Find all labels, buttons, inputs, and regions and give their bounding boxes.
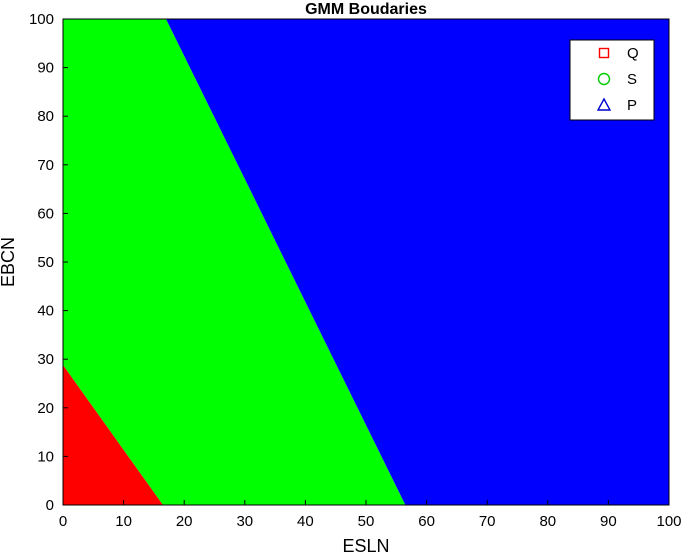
y-tick-label: 0 bbox=[46, 497, 54, 514]
y-tick-label: 30 bbox=[37, 351, 54, 368]
x-axis-label: ESLN bbox=[342, 536, 389, 556]
y-axis-label: EBCN bbox=[0, 237, 18, 287]
x-tick-label: 80 bbox=[539, 513, 556, 530]
legend-marker-circle bbox=[597, 72, 611, 86]
legend-marker-square bbox=[598, 47, 610, 59]
y-tick-label: 90 bbox=[37, 60, 54, 77]
x-tick-label: 100 bbox=[656, 513, 681, 530]
x-tick-label: 30 bbox=[236, 513, 253, 530]
legend-label: S bbox=[627, 71, 637, 88]
y-tick-label: 70 bbox=[37, 157, 54, 174]
y-tick-label: 50 bbox=[37, 254, 54, 271]
legend-box bbox=[569, 39, 655, 121]
x-tick-label: 20 bbox=[176, 513, 193, 530]
y-tick-label: 40 bbox=[37, 303, 54, 320]
x-tick-label: 0 bbox=[59, 513, 67, 530]
x-tick-label: 90 bbox=[600, 513, 617, 530]
x-tick-label: 70 bbox=[479, 513, 496, 530]
legend: QSP bbox=[569, 39, 655, 121]
region-p bbox=[166, 19, 669, 505]
y-tick-label: 20 bbox=[37, 400, 54, 417]
region-layer bbox=[63, 19, 669, 505]
legend-label: Q bbox=[627, 45, 639, 62]
y-tick-label: 80 bbox=[37, 108, 54, 125]
x-tick-label: 50 bbox=[358, 513, 375, 530]
x-tick-label: 10 bbox=[115, 513, 132, 530]
y-tick-label: 10 bbox=[37, 448, 54, 465]
y-tick-label: 60 bbox=[37, 205, 54, 222]
chart-title: GMM Boudaries bbox=[305, 1, 427, 18]
legend-marker-triangle bbox=[596, 97, 612, 111]
axes-layer: 0 10 20 30 40 50 60 70 80 90 100 0 10 20 30 40 50 60 70 80 9… bbox=[29, 11, 682, 530]
x-tick-label: 60 bbox=[418, 513, 435, 530]
y-tick-label: 100 bbox=[29, 11, 54, 28]
legend-label: P bbox=[627, 97, 637, 114]
plot-frame bbox=[62, 18, 670, 506]
region-s bbox=[63, 19, 406, 505]
x-tick-label: 40 bbox=[297, 513, 314, 530]
